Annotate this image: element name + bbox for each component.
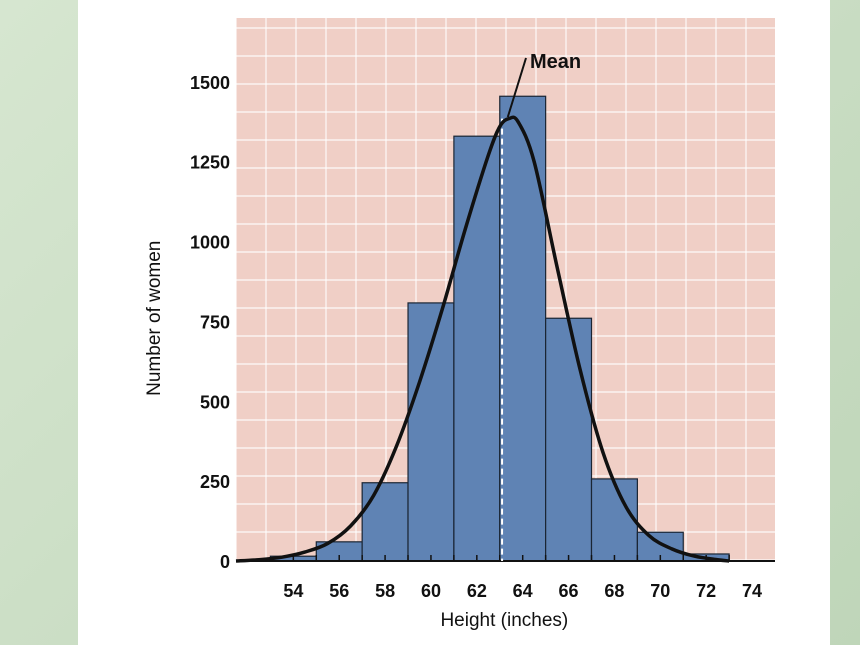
y-axis-ticks: 0 250 500 750 1000 1250 1500 (190, 73, 230, 572)
y-tick-label: 750 (200, 312, 230, 332)
y-tick-label: 500 (200, 392, 230, 412)
x-tick-label: 60 (421, 581, 441, 601)
y-tick-label: 1000 (190, 233, 230, 253)
y-tick-label: 1250 (190, 153, 230, 173)
x-tick-label: 72 (696, 581, 716, 601)
x-tick-label: 62 (467, 581, 487, 601)
x-tick-label: 64 (513, 581, 533, 601)
mean-annotation-label: Mean (530, 51, 581, 73)
histogram-bar (499, 95, 547, 562)
x-tick-label: 56 (329, 581, 349, 601)
histogram-bar (590, 478, 638, 562)
chart-panel: 54 56 58 60 62 64 66 68 70 72 74 0 250 500 750 1000 125… (78, 0, 830, 645)
x-tick-label: 58 (375, 581, 395, 601)
x-tick-label: 70 (650, 581, 670, 601)
y-tick-label: 1500 (190, 73, 230, 93)
histogram-bar (361, 482, 409, 562)
y-tick-label: 0 (220, 552, 230, 572)
x-tick-label: 68 (604, 581, 624, 601)
histogram-bar (545, 317, 593, 562)
x-axis-ticks: 54 56 58 60 62 64 66 68 70 72 74 (283, 555, 762, 601)
normal-curve (235, 115, 730, 563)
x-tick-label: 66 (559, 581, 579, 601)
y-tick-label: 250 (200, 472, 230, 492)
x-tick-label: 54 (283, 581, 303, 601)
y-axis-title: Number of women (144, 241, 165, 396)
normal-curve-group (235, 115, 730, 563)
histogram-bars (236, 95, 775, 562)
mean-annotation-pointer (506, 57, 527, 118)
histogram-bar (453, 135, 501, 562)
x-axis-title: Height (inches) (440, 610, 568, 631)
x-tick-label: 74 (742, 581, 762, 601)
histogram-chart: 54 56 58 60 62 64 66 68 70 72 74 0 250 500 750 1000 125… (144, 18, 775, 631)
